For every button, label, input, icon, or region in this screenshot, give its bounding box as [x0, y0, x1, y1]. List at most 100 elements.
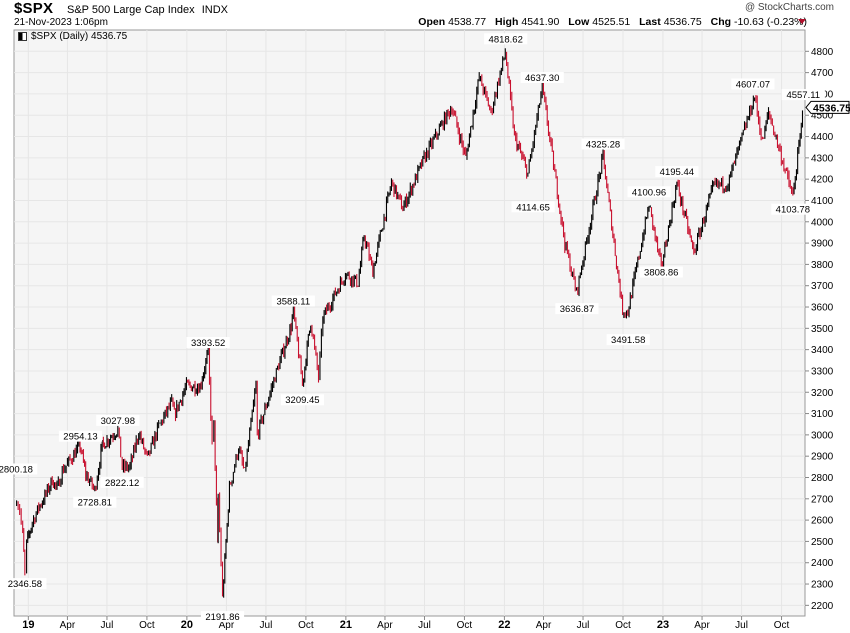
y-tick-label: 3600	[811, 303, 834, 314]
annotation-bg	[627, 186, 671, 198]
y-tick-label: 4700	[811, 68, 834, 79]
x-tick-label: Oct	[139, 620, 155, 631]
x-tick-label: 20	[181, 619, 193, 631]
y-tick-label: 2200	[811, 601, 834, 612]
x-tick-label: Oct	[774, 620, 790, 631]
x-tick-label: 23	[657, 619, 669, 631]
y-tick-label: 2700	[811, 494, 834, 505]
annotation-label: 4114.65	[516, 202, 550, 213]
down-arrow-icon	[798, 19, 806, 24]
x-tick-label: Apr	[219, 620, 235, 631]
annotation-bg	[606, 334, 650, 346]
annotation-bg	[73, 496, 117, 508]
annotation-label: 4607.07	[736, 79, 770, 90]
y-tick-label: 4000	[811, 217, 834, 228]
x-tick-label: Apr	[694, 620, 710, 631]
x-tick-label: 21	[340, 619, 352, 631]
y-tick-label: 3800	[811, 260, 834, 271]
high-value: 4541.90	[521, 16, 560, 28]
symbol-label: $SPX	[14, 0, 54, 17]
annotation-bg	[96, 414, 140, 426]
annotation-label: 3808.86	[644, 268, 678, 279]
annotation-label: 3491.58	[611, 335, 645, 346]
annotation-bg	[581, 138, 625, 150]
annotation-bg	[555, 303, 599, 315]
y-tick-label: 4800	[811, 47, 834, 58]
y-tick-label: 2500	[811, 537, 834, 548]
timestamp: 21-Nov-2023 1:06pm	[14, 17, 108, 28]
y-tick-label: 3300	[811, 366, 834, 377]
x-tick-label: Jul	[101, 620, 114, 631]
low-label: Low	[568, 16, 590, 28]
annotation-bg	[58, 430, 103, 442]
x-tick-label: Jul	[260, 620, 273, 631]
chart-header: $SPX S&P 500 Large Cap Index INDX 21-Nov…	[0, 0, 850, 30]
high-label: High	[495, 16, 519, 28]
x-tick-label: Apr	[536, 620, 552, 631]
security-name: S&P 500 Large Cap Index INDX	[67, 4, 228, 16]
annotation-bg	[186, 337, 230, 349]
chg-value: -10.63 (-0.23%)	[734, 16, 807, 28]
y-tick-label: 4100	[811, 196, 834, 207]
annotation-bg	[731, 78, 775, 90]
x-tick-label: Jul	[418, 620, 431, 631]
annotation-label: 2728.81	[78, 498, 112, 509]
y-tick-label: 2400	[811, 558, 834, 569]
annotation-label: 2346.58	[8, 579, 42, 590]
x-tick-label: 22	[498, 619, 510, 631]
annotation-label: 4325.28	[586, 139, 620, 150]
annotation-bg	[484, 33, 528, 45]
low-value: 4525.51	[592, 16, 631, 28]
annotation-label: 4557.11	[786, 90, 820, 101]
x-tick-label: Oct	[615, 620, 631, 631]
annotation-bg	[3, 578, 47, 590]
y-tick-label: 2300	[811, 580, 834, 591]
x-tick-label: 19	[22, 619, 34, 631]
annotation-bg	[771, 203, 815, 215]
annotation-label: 4195.44	[660, 167, 694, 178]
annotation-bg	[655, 166, 699, 178]
annotation-label: 3209.45	[285, 395, 319, 406]
exchange-label: INDX	[201, 4, 228, 16]
x-tick-label: Jul	[577, 620, 590, 631]
annotation-label: 4637.30	[525, 73, 559, 84]
annotation-bg	[511, 201, 555, 213]
x-tick-label: Apr	[377, 620, 393, 631]
x-tick-label: Oct	[457, 620, 473, 631]
open-label: Open	[418, 16, 446, 28]
annotation-bg	[781, 89, 825, 101]
annotation-label: 4100.96	[632, 187, 666, 198]
annotation-bg	[639, 266, 683, 278]
annotation-label: 3636.87	[560, 304, 594, 315]
y-tick-label: 3700	[811, 281, 834, 292]
y-tick-label: 3900	[811, 239, 834, 250]
annotation-label: 2191.86	[205, 612, 239, 623]
x-tick-label: Oct	[298, 620, 314, 631]
annotation-label: 2822.12	[105, 478, 139, 489]
annotation-label: 3027.98	[101, 416, 135, 427]
annotation-bg	[280, 394, 325, 406]
y-tick-label: 3400	[811, 345, 834, 356]
last-value: 4536.75	[663, 16, 702, 28]
annotation-bg	[0, 463, 38, 475]
y-tick-label: 4300	[811, 153, 834, 164]
annotation-bg	[520, 71, 564, 83]
x-tick-label: Apr	[60, 620, 76, 631]
bar-style-icon	[18, 31, 27, 41]
legend-text: $SPX (Daily) 4536.75	[31, 31, 128, 42]
y-tick-label: 3100	[811, 409, 834, 420]
y-tick-label: 2800	[811, 473, 834, 484]
y-tick-label: 3000	[811, 430, 834, 441]
y-tick-label: 2600	[811, 516, 834, 527]
quote-bar: Open 4538.77 High 4541.90 Low 4525.51 Last 4…	[412, 16, 807, 28]
last-label: Last	[639, 16, 661, 28]
annotation-label: 4818.62	[489, 34, 523, 45]
annotation-label: 2954.13	[63, 432, 97, 443]
annotation-bg	[200, 611, 245, 623]
y-tick-label: 3200	[811, 388, 834, 399]
annotation-bg	[100, 476, 144, 488]
credit-label: @ StockCharts.com	[744, 2, 834, 13]
y-tick-label: 4500	[811, 111, 834, 122]
annotation-label: 3588.11	[276, 297, 310, 308]
